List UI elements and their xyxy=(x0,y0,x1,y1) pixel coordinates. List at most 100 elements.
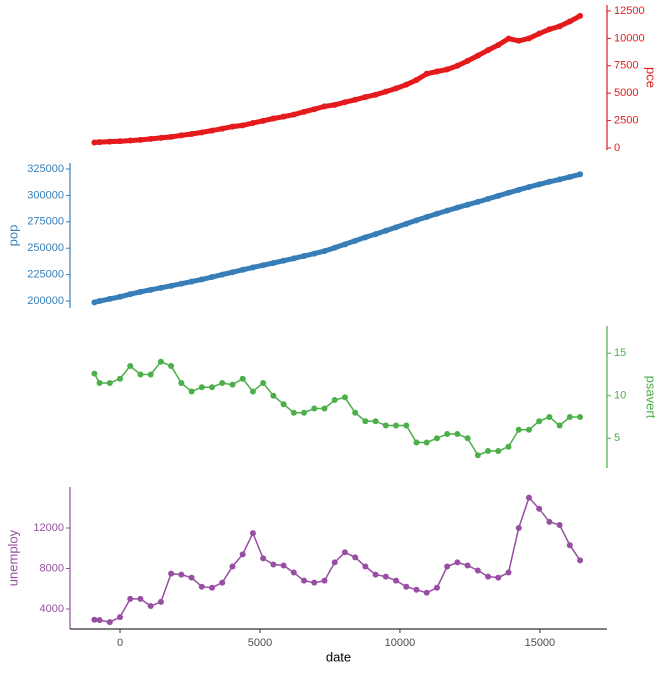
point xyxy=(301,108,308,115)
point xyxy=(301,409,308,416)
point xyxy=(168,133,175,140)
point xyxy=(311,250,318,257)
y-tick-label: 300000 xyxy=(27,189,64,201)
point xyxy=(485,47,492,54)
point xyxy=(577,171,584,178)
point xyxy=(525,494,532,501)
y-tick-label: 15 xyxy=(614,347,626,359)
point xyxy=(474,567,481,574)
point xyxy=(331,559,338,566)
point xyxy=(433,210,440,217)
point xyxy=(260,379,267,386)
point xyxy=(168,362,175,369)
point xyxy=(444,66,451,73)
point xyxy=(454,559,461,566)
point xyxy=(219,579,226,586)
point xyxy=(444,207,451,214)
y-axis-title: unemploy xyxy=(5,529,20,586)
point xyxy=(239,122,246,129)
point xyxy=(382,573,389,580)
point xyxy=(413,586,420,593)
point xyxy=(372,231,379,238)
point xyxy=(96,379,103,386)
point xyxy=(178,379,185,386)
point xyxy=(127,595,134,602)
point xyxy=(525,35,532,42)
point xyxy=(249,120,256,127)
x-tick-label: 10000 xyxy=(385,637,416,649)
point xyxy=(536,30,543,37)
y-tick-label: 8000 xyxy=(40,562,64,574)
y-tick-label: 5000 xyxy=(614,87,638,99)
point xyxy=(96,139,103,146)
point xyxy=(127,137,134,144)
point xyxy=(91,616,98,623)
point xyxy=(577,413,584,420)
x-axis-title: date xyxy=(326,649,351,664)
point xyxy=(546,518,553,525)
y-tick-label: 275000 xyxy=(27,216,64,228)
point xyxy=(311,579,318,586)
point xyxy=(280,113,287,120)
point xyxy=(321,405,328,412)
point xyxy=(260,262,267,269)
point xyxy=(157,284,164,291)
point xyxy=(249,264,256,271)
point xyxy=(577,12,584,19)
point xyxy=(321,103,328,110)
point xyxy=(485,447,492,454)
y-tick-label: 250000 xyxy=(27,242,64,254)
point xyxy=(147,602,154,609)
point xyxy=(382,422,389,429)
y-axis-title: pop xyxy=(5,225,20,247)
point xyxy=(556,521,563,528)
point xyxy=(495,447,502,454)
point xyxy=(505,189,512,196)
point xyxy=(106,295,113,302)
point xyxy=(352,409,359,416)
point xyxy=(362,418,369,425)
point xyxy=(91,370,98,377)
point xyxy=(209,127,216,134)
point xyxy=(91,299,98,306)
point xyxy=(525,183,532,190)
point xyxy=(352,96,359,103)
point xyxy=(209,274,216,281)
point xyxy=(331,244,338,251)
point xyxy=(372,418,379,425)
point xyxy=(178,132,185,139)
point xyxy=(372,571,379,578)
point xyxy=(454,430,461,437)
point xyxy=(515,426,522,433)
point xyxy=(219,379,226,386)
point xyxy=(127,362,134,369)
point xyxy=(260,555,267,562)
y-axis-title: pce xyxy=(644,67,659,88)
point xyxy=(117,293,124,300)
point xyxy=(260,117,267,124)
point xyxy=(239,266,246,273)
point xyxy=(403,422,410,429)
point xyxy=(464,201,471,208)
point xyxy=(403,81,410,88)
point xyxy=(474,52,481,59)
point xyxy=(198,129,205,136)
point xyxy=(352,237,359,244)
point xyxy=(106,138,113,145)
point xyxy=(413,217,420,224)
x-tick-label: 15000 xyxy=(525,637,556,649)
point xyxy=(362,563,369,570)
point xyxy=(577,557,584,564)
point xyxy=(301,577,308,584)
x-tick-label: 0 xyxy=(117,637,123,649)
point xyxy=(178,571,185,578)
point xyxy=(311,405,318,412)
point xyxy=(229,123,236,130)
point xyxy=(423,439,430,446)
point xyxy=(485,573,492,580)
point xyxy=(546,413,553,420)
point xyxy=(270,392,277,399)
point xyxy=(525,426,532,433)
point xyxy=(290,111,297,118)
